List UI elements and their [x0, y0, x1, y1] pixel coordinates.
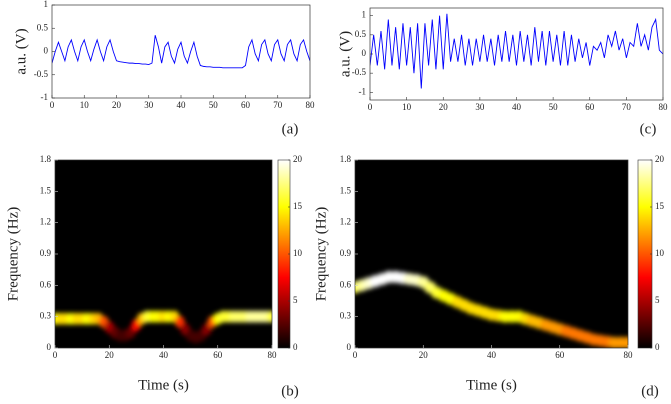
y-tick-label: 1.2 [40, 217, 51, 227]
x-tick-label: 0 [50, 100, 55, 110]
x-axis-label: Time (s) [138, 377, 189, 393]
y-axis-label: a.u. (V) [337, 31, 353, 77]
x-tick-label: 20 [105, 350, 115, 360]
x-tick-label: 20 [419, 350, 429, 360]
y-tick-label: 0.9 [340, 248, 352, 258]
y-tick-label: -1 [359, 86, 367, 96]
y-tick-label: 1.8 [40, 154, 52, 164]
x-tick-label: 0 [368, 102, 373, 112]
plot-area [370, 13, 663, 89]
x-tick-label: 20 [112, 100, 122, 110]
x-tick-label: 40 [177, 100, 187, 110]
x-tick-label: 80 [659, 102, 669, 112]
x-tick-label: 40 [512, 102, 522, 112]
y-tick-label: 1.2 [340, 217, 351, 227]
y-tick-label: 0.5 [355, 29, 367, 39]
x-axis-label: Time (s) [466, 377, 517, 393]
x-tick-label: 30 [475, 102, 485, 112]
y-tick-label: 0 [362, 48, 367, 58]
plot-area [55, 160, 272, 348]
panel-label: (d) [641, 383, 659, 399]
x-tick-label: 70 [622, 102, 632, 112]
x-tick-label: 60 [241, 100, 251, 110]
x-tick-label: 80 [306, 100, 316, 110]
y-axis-label: a.u. (V) [13, 28, 29, 74]
ridge [355, 270, 628, 348]
y-tick-label: -0.5 [352, 67, 367, 77]
x-tick-label: 80 [624, 350, 634, 360]
colorbar-tick-label: 15 [655, 201, 665, 211]
x-tick-label: 80 [268, 350, 278, 360]
x-tick-label: 50 [549, 102, 559, 112]
signal-line [370, 13, 663, 89]
ridge-cell [267, 310, 272, 323]
y-tick-label: 1 [44, 0, 49, 9]
colorbar-tick-label: 5 [293, 295, 298, 305]
x-tick-label: 0 [53, 350, 58, 360]
plot-area [355, 160, 628, 348]
panel-label: (a) [282, 121, 299, 137]
colorbar-tick-label: 10 [293, 248, 303, 258]
x-tick-label: 30 [144, 100, 154, 110]
y-tick-label: 0 [47, 342, 52, 352]
colorbar-tick-label: 5 [655, 295, 660, 305]
x-tick-label: 40 [159, 350, 169, 360]
plot-area [52, 35, 310, 69]
signal-line [52, 35, 310, 69]
ridge-cell [621, 336, 628, 348]
y-tick-label: 0.9 [40, 248, 52, 258]
y-tick-label: 0.3 [340, 311, 352, 321]
y-tick-label: 1.5 [40, 185, 52, 195]
colorbar-tick-label: 0 [293, 342, 298, 352]
y-tick-label: 0 [44, 46, 49, 56]
y-tick-label: 1 [362, 10, 367, 20]
y-tick-label: 0.6 [340, 279, 352, 289]
x-tick-label: 10 [402, 102, 412, 112]
x-tick-label: 60 [585, 102, 595, 112]
y-tick-label: 0.3 [40, 311, 52, 321]
x-tick-label: 60 [555, 350, 565, 360]
y-tick-label: 0.6 [40, 279, 52, 289]
colorbar [637, 159, 653, 349]
colorbar-tick-label: 0 [655, 342, 660, 352]
x-tick-label: 20 [439, 102, 449, 112]
y-tick-label: 0 [347, 342, 352, 352]
x-tick-label: 40 [487, 350, 497, 360]
axes-box [51, 4, 311, 99]
y-tick-label: 1.8 [340, 154, 352, 164]
x-tick-label: 50 [209, 100, 219, 110]
colorbar-tick-label: 20 [655, 154, 665, 164]
y-tick-label: 0.5 [37, 22, 49, 32]
ridge [55, 310, 272, 344]
x-tick-label: 10 [80, 100, 90, 110]
colorbar-tick-label: 15 [293, 201, 303, 211]
x-tick-label: 0 [353, 350, 358, 360]
y-tick-label: 1.5 [340, 185, 352, 195]
x-tick-label: 60 [213, 350, 223, 360]
y-axis-label: Frequency (Hz) [313, 207, 329, 302]
axes-box [369, 7, 664, 101]
colorbar-tick-label: 10 [655, 248, 665, 258]
x-tick-label: 70 [273, 100, 283, 110]
colorbar-tick-label: 20 [293, 154, 303, 164]
y-axis-label: Frequency (Hz) [5, 207, 21, 302]
y-tick-label: -0.5 [34, 69, 49, 79]
panel-label: (b) [281, 383, 299, 399]
panel-label: (c) [640, 121, 657, 137]
y-tick-label: -1 [41, 92, 49, 102]
